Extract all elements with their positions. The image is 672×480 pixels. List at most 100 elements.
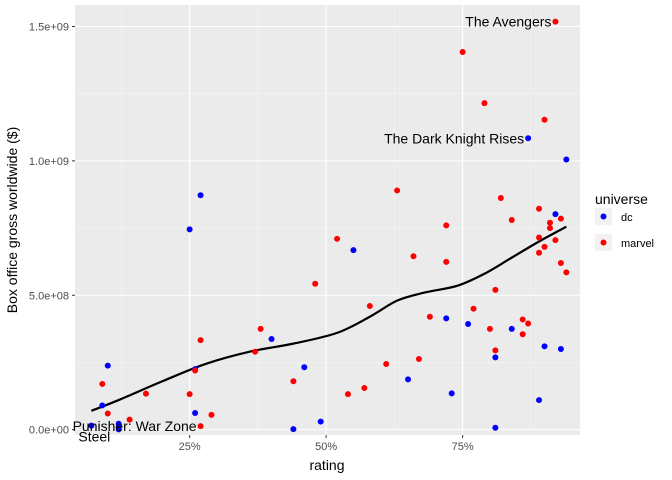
data-point-marvel [536,249,543,256]
data-point-marvel [312,280,319,287]
x-tick-label: 25% [179,441,201,453]
points-layer [88,18,570,433]
data-point-dc [525,135,532,142]
data-point-dc [492,424,499,431]
data-point-marvel [546,225,553,232]
data-point-dc [268,336,275,343]
data-point-dc [405,376,412,383]
loess-smooth-line [90,225,567,412]
data-point-marvel [197,337,204,344]
data-point-marvel [497,194,504,201]
data-point-dc [563,156,570,163]
y-axis-title: Box office gross worldwide ($) [4,127,20,313]
data-point-marvel [252,348,259,355]
legend-key-dc [600,213,607,220]
data-point-dc [350,247,357,254]
data-point-marvel [186,391,193,398]
data-point-marvel [142,390,149,397]
x-tick-label: 50% [315,441,337,453]
data-point-marvel [126,416,133,423]
annotation-label: Steel [78,429,110,445]
data-point-dc [317,418,324,425]
data-point-dc [465,321,472,328]
data-point-dc [552,211,559,218]
y-axis-ticks: 0.0e+00 5.0e+08 1.0e+09 1.5e+09 [29,22,75,437]
annotation-label: Punisher: War Zone [73,418,197,434]
data-point-dc [536,397,543,404]
data-point-marvel [257,325,264,332]
data-point-marvel [459,49,466,56]
legend-label-dc: dc [621,212,633,224]
data-point-marvel [334,235,341,242]
data-point-marvel [470,305,477,312]
data-point-marvel [525,320,532,327]
y-tick-label: 0.0e+00 [29,425,69,437]
data-point-marvel [492,347,499,354]
data-point-marvel [426,313,433,320]
grid-minor [75,5,580,435]
annotation-label: The Avengers [465,14,551,30]
x-axis-ticks: 25% 50% 75% [179,435,474,453]
data-point-marvel [197,423,204,430]
y-tick-label: 1.0e+09 [29,156,69,168]
data-point-dc [448,390,455,397]
data-point-marvel [519,316,526,323]
data-point-dc [443,315,450,322]
x-axis-title: rating [309,457,344,473]
data-point-marvel [552,237,559,244]
annotations-layer: The Avengers The Dark Knight Rises Punishe… [73,14,552,445]
data-point-marvel [99,380,106,387]
data-point-marvel [361,384,368,391]
data-point-dc [541,343,548,350]
annotation-label: The Dark Knight Rises [384,130,524,146]
data-point-dc [186,226,193,233]
data-point-dc [197,192,204,199]
data-point-marvel [536,205,543,212]
data-point-dc [104,362,111,369]
data-point-marvel [519,331,526,338]
data-point-marvel [541,243,548,250]
data-point-marvel [546,219,553,226]
data-point-marvel [508,217,515,223]
legend-item-dc: dc [595,208,633,225]
data-point-dc [557,346,564,352]
grid-major [75,5,580,435]
data-point-marvel [208,411,215,418]
data-point-marvel [481,100,488,107]
data-point-marvel [557,260,564,266]
data-point-marvel [536,234,543,241]
legend-title: universe [595,191,648,207]
data-point-dc [115,426,122,433]
legend: universe dc marvel [595,191,654,251]
data-point-marvel [563,269,570,276]
data-point-dc [508,325,515,332]
x-tick-label: 75% [452,441,474,453]
data-point-marvel [104,410,111,417]
data-point-marvel [290,378,297,385]
data-point-marvel [541,116,548,123]
data-point-marvel [394,187,401,194]
data-point-marvel [415,355,422,362]
data-point-dc [492,354,499,361]
smooth-curve-layer [90,225,567,412]
data-point-marvel [192,367,199,374]
data-point-dc [99,402,106,409]
data-point-marvel [486,325,493,332]
data-point-dc [88,422,95,429]
legend-label-marvel: marvel [621,238,654,250]
data-point-marvel [366,303,373,309]
data-point-marvel [410,253,417,260]
data-point-marvel [552,18,559,25]
data-point-marvel [383,361,390,368]
y-tick-label: 1.5e+09 [29,22,69,34]
data-point-marvel [443,258,450,265]
data-point-dc [301,364,308,371]
data-point-dc [192,409,199,416]
data-point-dc [290,426,297,433]
data-point-marvel [492,286,499,293]
data-point-marvel [443,222,450,229]
legend-key-marvel [600,239,607,246]
legend-item-marvel: marvel [595,234,654,251]
